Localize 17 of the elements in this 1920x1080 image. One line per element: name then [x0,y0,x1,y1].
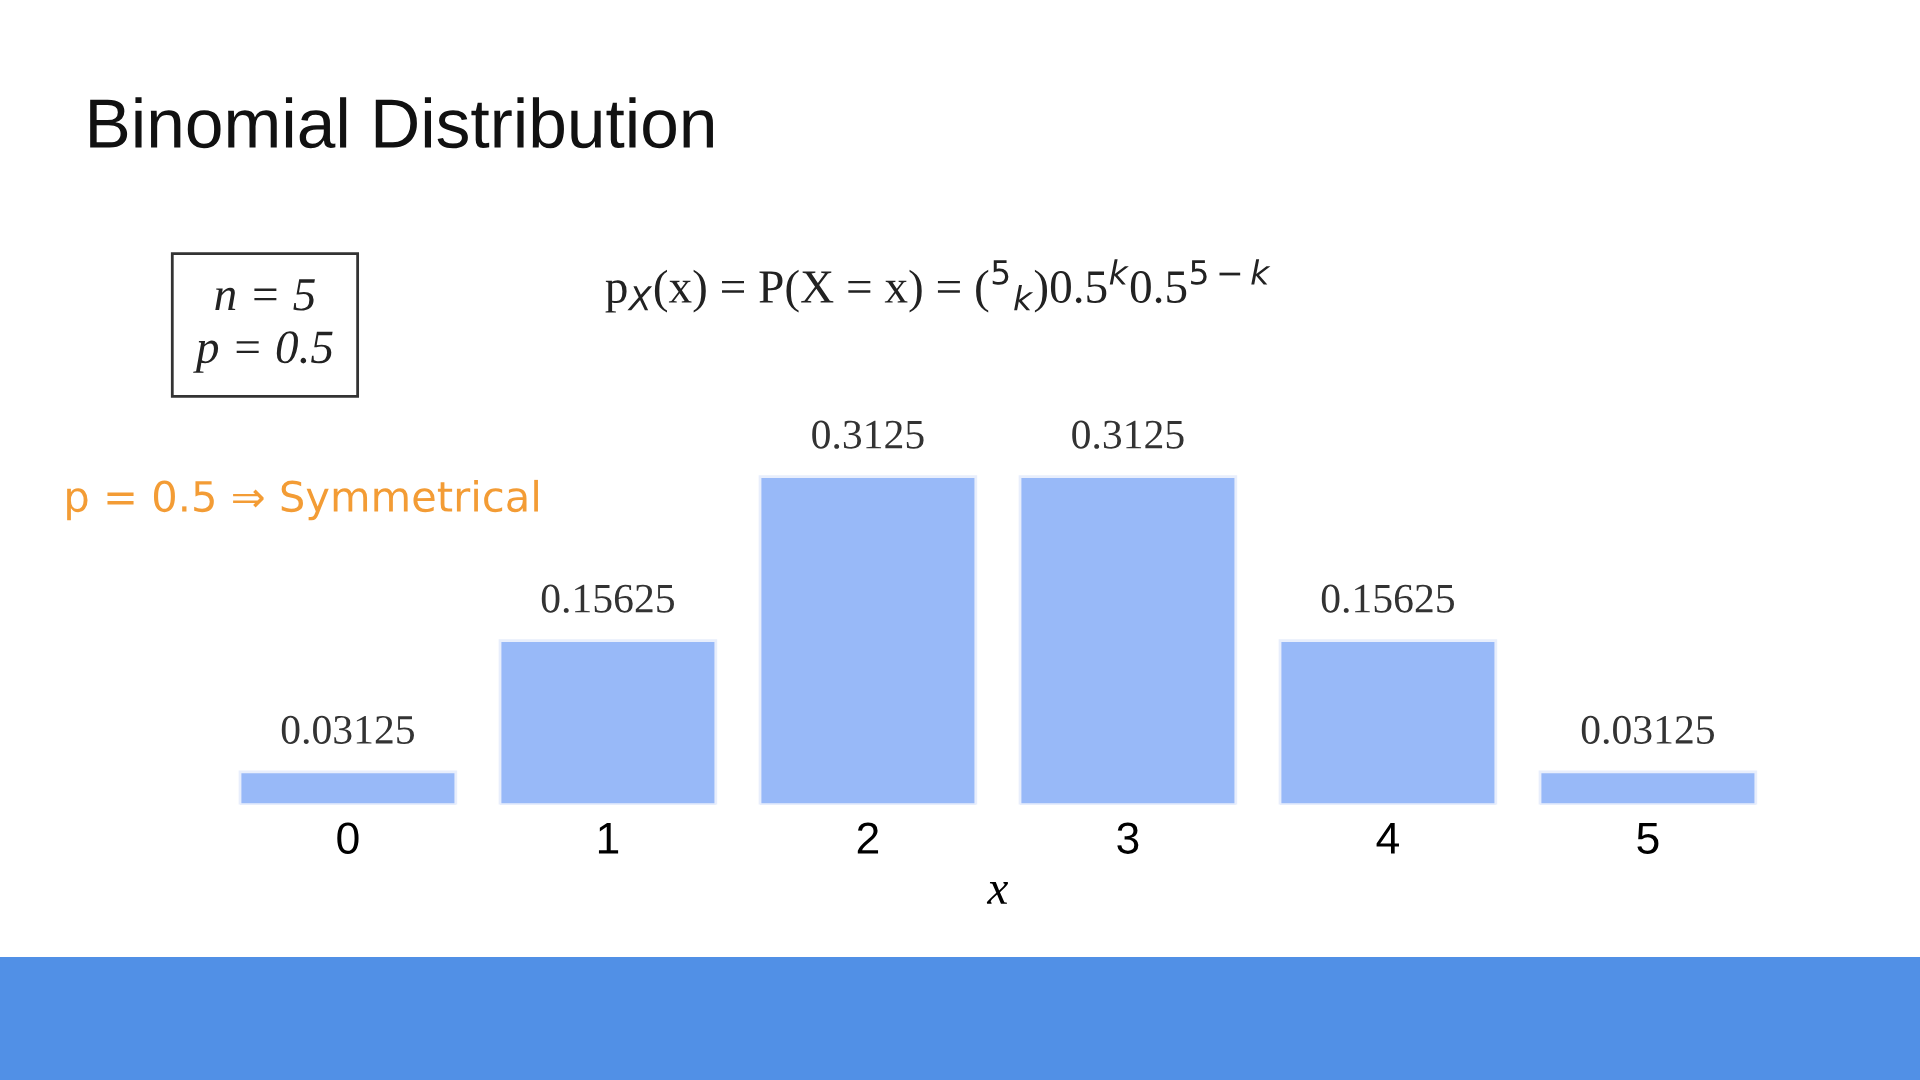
x-tick-label: 1 [598,822,619,854]
data-label: 0.15625 [541,584,674,613]
chart-title: Binomial Distribution [90,97,713,149]
x-axis-title: x [986,882,1009,904]
text: p$_{X}$(x) = P(X = x) = ($^{5}$$_{k}$)0.5$^{k}$0.5$^{5−k}$ [605,259,1271,313]
data-label: 0.15625 [1321,584,1454,613]
x-tick-label: 0 [337,822,359,854]
data-label: 0.03125 [281,715,414,745]
data-label: 0.03125 [1581,715,1714,745]
data-label: 0.3125 [1072,420,1184,449]
x-tick-label: 2 [857,822,879,854]
annotation: p = 0.5 ⇒ Symmetrical [67,479,538,521]
text: n = 5 p = 0.5 [193,279,333,373]
x-tick-label: 4 [1376,822,1399,854]
data-label: 0.3125 [812,420,924,449]
x-tick-label: 3 [1117,822,1139,854]
x-tick-label: 5 [1637,822,1659,854]
